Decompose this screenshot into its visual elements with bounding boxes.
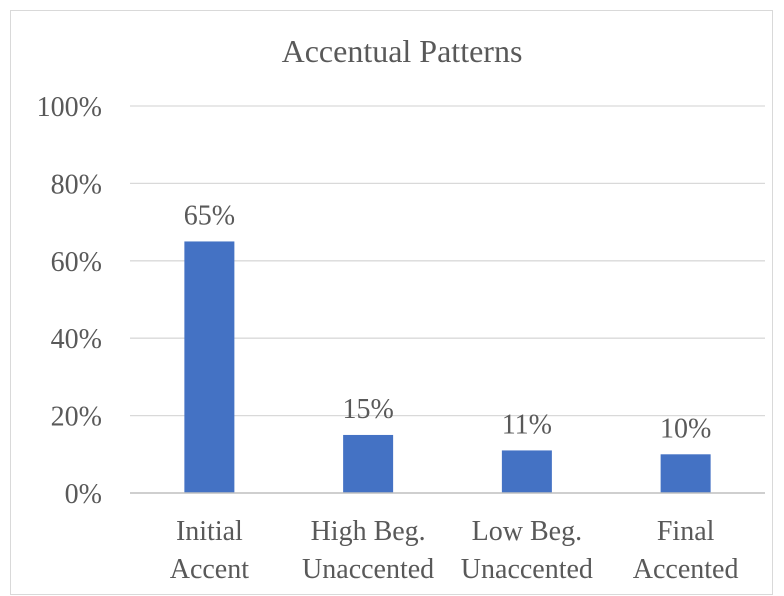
x-category-label-line: Initial: [176, 516, 243, 547]
x-category-label-line: Final: [657, 516, 715, 547]
y-axis-tick-labels: 0% 20% 40% 60% 80% 100%: [37, 92, 102, 510]
y-tick-label: 60%: [51, 247, 102, 278]
data-labels: 65% 15% 11% 10%: [184, 200, 712, 444]
bar: [501, 450, 552, 493]
x-category-label-line: Low Beg.: [472, 516, 582, 547]
x-category-label: Low Beg. Unaccented: [461, 516, 593, 585]
x-category-label: High Beg. Unaccented: [302, 516, 434, 585]
x-category-label: Final Accented: [633, 516, 739, 585]
x-category-label-line: Unaccented: [302, 554, 434, 585]
x-category-label-line: Accented: [633, 554, 739, 585]
data-label: 11%: [502, 409, 552, 440]
bar: [343, 434, 394, 493]
gridlines: [130, 105, 765, 417]
chart-frame: [10, 10, 773, 595]
data-label: 10%: [660, 413, 711, 444]
x-category-label-line: Accent: [170, 554, 250, 585]
y-tick-label: 40%: [51, 324, 102, 355]
bar: [660, 454, 711, 493]
bar: [184, 241, 235, 493]
y-tick-label: 80%: [51, 169, 102, 200]
x-category-label-line: Unaccented: [461, 554, 593, 585]
x-category-label-line: High Beg.: [311, 516, 426, 547]
y-tick-label: 0%: [65, 479, 102, 510]
bars: [184, 241, 711, 493]
y-tick-label: 100%: [37, 92, 102, 123]
data-label: 15%: [342, 394, 393, 425]
data-label: 65%: [184, 200, 235, 231]
x-category-label: Initial Accent: [170, 516, 250, 585]
y-tick-label: 20%: [51, 402, 102, 433]
chart-title: Accentual Patterns: [282, 33, 523, 69]
